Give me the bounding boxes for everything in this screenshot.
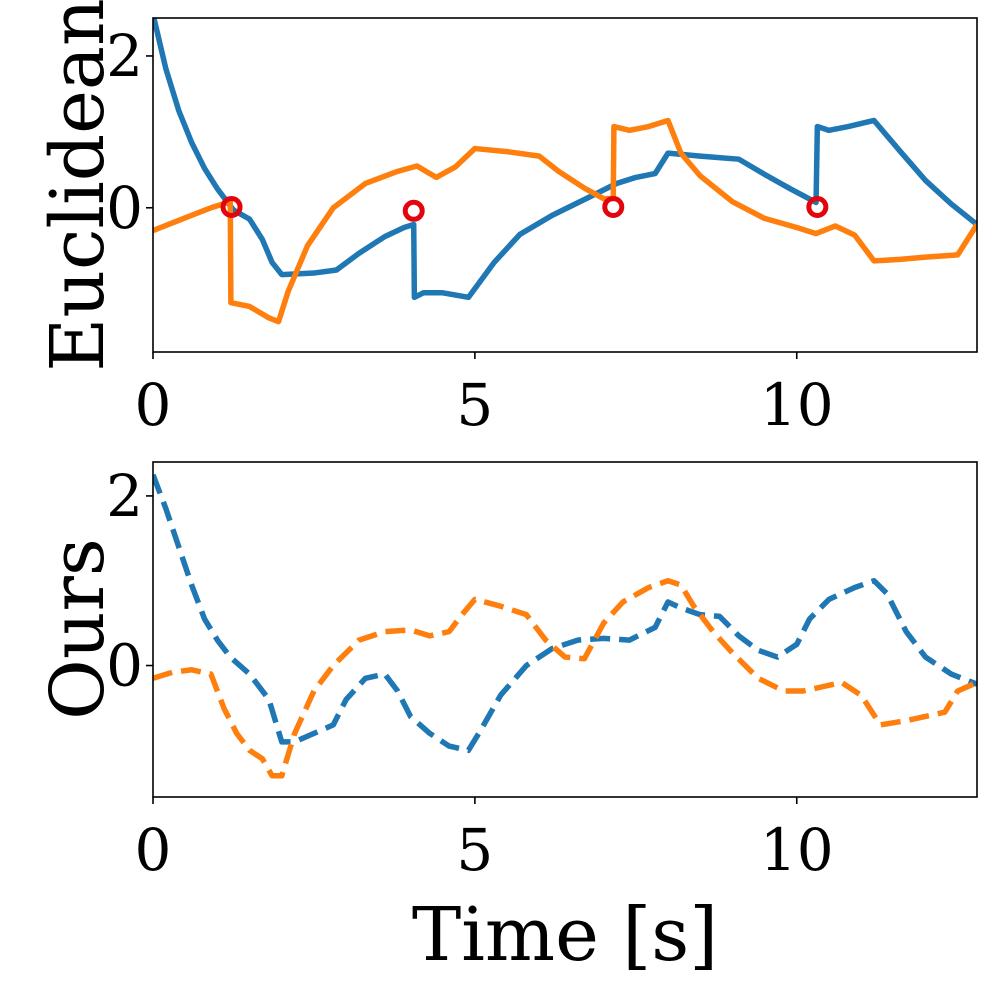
x-tick-label: 0 <box>135 816 172 884</box>
axes-frame <box>152 17 978 353</box>
x-tick-label: 0 <box>135 371 172 439</box>
x-tick-label: 5 <box>456 816 493 884</box>
axes-frame <box>152 461 978 798</box>
x-tick-label: 10 <box>760 371 834 439</box>
x-axis-label: Time [s] <box>412 892 718 978</box>
x-tick-label: 5 <box>456 371 493 439</box>
series-line-orange <box>153 117 977 325</box>
y-axis-label: Euclidean <box>35 0 121 372</box>
y-tick-label: 2 <box>106 22 143 90</box>
switch-marker-1 <box>220 196 243 219</box>
x-tick-label: 10 <box>760 816 834 884</box>
panel-2: 0 5 10 0 2 Ours Time [s] <box>35 461 978 978</box>
y-axis-label: Ours <box>35 538 121 720</box>
series-line-blue <box>153 473 977 754</box>
switch-marker-2 <box>402 199 425 222</box>
series-line-orange <box>153 577 977 779</box>
switch-marker-4 <box>806 196 829 219</box>
y-tick-label: 0 <box>106 632 143 700</box>
y-tick-label: 0 <box>106 174 143 242</box>
y-tick-label: 2 <box>106 462 143 530</box>
series-line-blue <box>153 18 977 301</box>
switch-marker-3 <box>602 196 625 219</box>
